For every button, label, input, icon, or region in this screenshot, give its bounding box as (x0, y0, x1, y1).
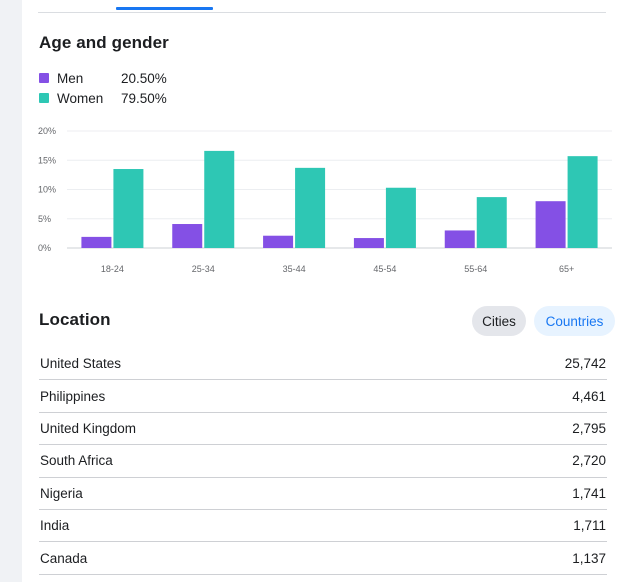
bar-men-45-54[interactable] (353, 238, 384, 248)
y-tick-label: 10% (38, 185, 56, 195)
x-tick-label: 45-54 (373, 264, 396, 274)
country-count: 1,711 (573, 518, 606, 534)
table-row: United Kingdom 2,795 (39, 413, 607, 446)
bar-men-35-44[interactable] (263, 235, 294, 248)
legend-men-label: Men (57, 70, 84, 86)
table-row: Nigeria 1,741 (39, 478, 607, 510)
bar-women-35-44[interactable] (295, 167, 326, 248)
y-tick-label: 20% (38, 126, 56, 136)
bar-women-25-34[interactable] (204, 150, 235, 248)
x-tick-label: 25-34 (192, 264, 215, 274)
bar-men-18-24[interactable] (81, 236, 112, 248)
country-name: Nigeria (40, 485, 83, 501)
active-tab-indicator (116, 7, 213, 10)
country-count: 2,720 (572, 453, 606, 469)
country-name: South Africa (40, 453, 113, 469)
bar-women-45-54[interactable] (385, 187, 416, 248)
left-rail (0, 0, 22, 582)
y-tick-label: 5% (38, 214, 51, 224)
cities-button[interactable]: Cities (472, 306, 526, 336)
country-count: 2,795 (572, 420, 606, 436)
bar-women-65+[interactable] (567, 156, 598, 248)
tab-divider (38, 12, 606, 13)
x-tick-label: 65+ (559, 264, 574, 274)
legend-men: Men 20.50% (39, 69, 167, 87)
legend-men-value: 20.50% (121, 70, 167, 86)
bar-men-65+[interactable] (535, 201, 566, 248)
legend-women-value: 79.50% (121, 90, 167, 106)
y-tick-label: 15% (38, 155, 56, 165)
location-title: Location (39, 310, 111, 329)
x-tick-label: 55-64 (464, 264, 487, 274)
table-row: Philippines 4,461 (39, 380, 607, 413)
bar-women-55-64[interactable] (476, 197, 507, 248)
country-count: 1,741 (572, 485, 606, 501)
men-swatch (39, 73, 49, 83)
table-row: United States 25,742 (39, 348, 607, 381)
audience-card: Age and gender Men 20.50% Women 79.50% 0… (22, 0, 633, 582)
country-count: 25,742 (564, 356, 606, 372)
legend-women: Women 79.50% (39, 89, 167, 107)
country-name: United States (40, 356, 122, 372)
table-row: South Africa 2,720 (39, 445, 607, 478)
country-name: Canada (40, 550, 88, 566)
country-count: 1,137 (572, 550, 606, 566)
women-swatch (39, 93, 49, 103)
bar-men-25-34[interactable] (172, 224, 203, 248)
bar-men-55-64[interactable] (444, 230, 475, 248)
age-gender-bar-chart: 0% 5% 10% 15% 20% 18-24 25-34 35-44 45-54 55-64 65… (38, 126, 612, 274)
country-name: United Kingdom (40, 420, 137, 436)
countries-button[interactable]: Countries (534, 306, 615, 336)
country-count: 4,461 (572, 388, 606, 404)
country-name: Philippines (40, 388, 106, 404)
x-tick-label: 18-24 (101, 264, 124, 274)
legend-women-label: Women (57, 90, 104, 106)
country-name: India (40, 518, 70, 534)
table-row: Canada 1,137 (39, 542, 607, 575)
y-tick-label: 0% (38, 243, 51, 253)
age-gender-title: Age and gender (39, 33, 169, 52)
bar-women-18-24[interactable] (113, 169, 144, 248)
x-tick-label: 35-44 (283, 264, 306, 274)
table-row: India 1,711 (39, 510, 607, 543)
location-table: United States 25,742 Philippines 4,461 Unite… (39, 348, 607, 575)
